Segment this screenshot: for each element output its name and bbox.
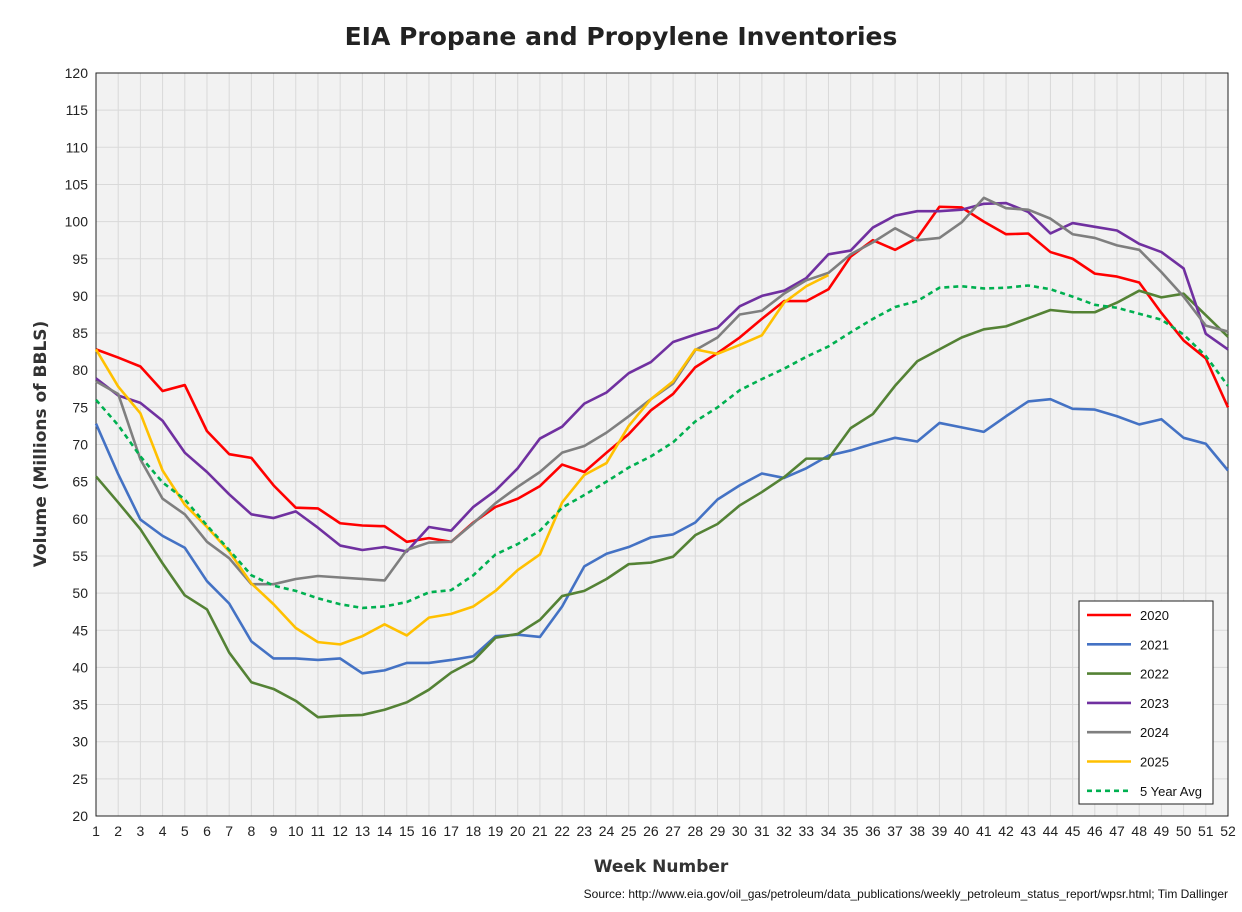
x-tick-label: 41 (976, 823, 992, 839)
x-tick-label: 38 (909, 823, 925, 839)
x-tick-label: 23 (577, 823, 593, 839)
y-tick-label: 25 (72, 771, 88, 787)
legend-label: 2022 (1140, 667, 1169, 682)
x-tick-label: 33 (798, 823, 814, 839)
y-tick-label: 105 (65, 176, 89, 192)
x-tick-label: 16 (421, 823, 437, 839)
x-tick-label: 28 (688, 823, 704, 839)
x-tick-label: 45 (1065, 823, 1081, 839)
x-tick-label: 7 (225, 823, 233, 839)
x-tick-label: 35 (843, 823, 859, 839)
y-tick-label: 75 (72, 399, 88, 415)
y-tick-label: 95 (72, 251, 88, 267)
x-tick-label: 49 (1154, 823, 1170, 839)
x-axis-label: Week Number (594, 857, 729, 877)
series-line-2023 (95, 201, 1229, 553)
x-tick-label: 21 (532, 823, 548, 839)
series-line-5-year-avg (95, 284, 1230, 610)
series-line-2020 (95, 205, 1230, 544)
x-tick-label: 37 (887, 823, 903, 839)
x-tick-label: 51 (1198, 823, 1214, 839)
y-tick-label: 115 (66, 102, 89, 118)
legend: 2020 2021 2022 2023 2024 2025 5 Year Avg (1078, 600, 1214, 805)
x-tick-label: 18 (466, 823, 482, 839)
x-tick-label: 1 (92, 823, 100, 839)
x-tick-label: 11 (311, 823, 326, 839)
x-tick-label: 15 (399, 823, 415, 839)
x-tick-label: 22 (554, 823, 570, 839)
x-tick-label: 2 (114, 823, 122, 839)
x-tick-label: 3 (136, 823, 144, 839)
x-axis-ticks: 1 2 3 4 5 6 7 8 9 10 11 12 13 14 15 16 17 18 19 20 21 22 23 24 2… (92, 823, 1236, 839)
y-tick-label: 65 (72, 474, 88, 490)
y-tick-label: 110 (66, 139, 89, 155)
y-tick-label: 80 (72, 362, 88, 378)
x-tick-label: 25 (621, 823, 637, 839)
x-tick-label: 14 (377, 823, 393, 839)
x-tick-label: 39 (932, 823, 948, 839)
x-tick-label: 29 (710, 823, 726, 839)
y-tick-label: 40 (72, 659, 88, 675)
y-tick-label: 50 (72, 585, 88, 601)
y-axis-label: Volume (Millions of BBLS) (31, 321, 51, 568)
y-tick-label: 45 (72, 622, 88, 638)
legend-label: 2023 (1140, 696, 1169, 711)
x-tick-label: 5 (181, 823, 189, 839)
series-line-2021 (94, 397, 1230, 675)
x-tick-label: 20 (510, 823, 526, 839)
x-tick-label: 32 (776, 823, 792, 839)
x-tick-label: 47 (1109, 823, 1125, 839)
source-note: Source: http://www.eia.gov/oil_gas/petro… (584, 887, 1228, 901)
x-tick-label: 44 (1043, 823, 1059, 839)
x-tick-label: 34 (821, 823, 837, 839)
x-tick-label: 50 (1176, 823, 1192, 839)
x-tick-label: 9 (270, 823, 278, 839)
y-tick-label: 60 (72, 511, 88, 527)
y-tick-label: 100 (65, 214, 89, 230)
x-tick-label: 52 (1220, 823, 1236, 839)
y-tick-label: 55 (72, 548, 88, 564)
y-axis-ticks: 20 25 30 35 40 45 50 55 60 65 70 75 80 85 90 95 100 105 11… (65, 65, 89, 824)
y-tick-label: 70 (72, 437, 88, 453)
x-tick-label: 48 (1131, 823, 1147, 839)
x-tick-label: 30 (732, 823, 748, 839)
x-tick-label: 27 (665, 823, 681, 839)
x-tick-label: 26 (643, 823, 659, 839)
y-tick-label: 90 (72, 288, 88, 304)
x-tick-label: 24 (599, 823, 615, 839)
x-tick-label: 12 (332, 823, 348, 839)
legend-label: 2025 (1140, 755, 1169, 770)
y-tick-label: 30 (72, 734, 88, 750)
legend-label: 2021 (1140, 637, 1169, 652)
x-tick-label: 6 (203, 823, 211, 839)
chart-title: EIA Propane and Propylene Inventories (345, 22, 898, 51)
x-tick-label: 36 (865, 823, 881, 839)
x-tick-label: 46 (1087, 823, 1103, 839)
x-tick-label: 31 (754, 823, 770, 839)
x-tick-label: 43 (1020, 823, 1036, 839)
x-tick-label: 13 (355, 823, 371, 839)
plot-border (95, 72, 1229, 817)
series-line-2025 (94, 273, 830, 646)
x-tick-label: 42 (998, 823, 1014, 839)
series-line-2022 (95, 289, 1229, 719)
y-tick-label: 85 (72, 325, 88, 341)
x-tick-label: 19 (488, 823, 504, 839)
y-tick-label: 20 (72, 808, 88, 824)
series-lines (94, 196, 1230, 719)
x-tick-label: 17 (443, 823, 459, 839)
legend-label: 2020 (1140, 608, 1169, 623)
legend-label: 5 Year Avg (1140, 784, 1202, 799)
y-tick-label: 120 (65, 65, 89, 81)
y-tick-label: 35 (72, 697, 88, 713)
legend-label: 2024 (1140, 725, 1169, 740)
x-tick-label: 8 (247, 823, 255, 839)
x-tick-label: 40 (954, 823, 970, 839)
x-tick-label: 4 (159, 823, 167, 839)
gridlines (95, 72, 1229, 817)
x-tick-label: 10 (288, 823, 304, 839)
